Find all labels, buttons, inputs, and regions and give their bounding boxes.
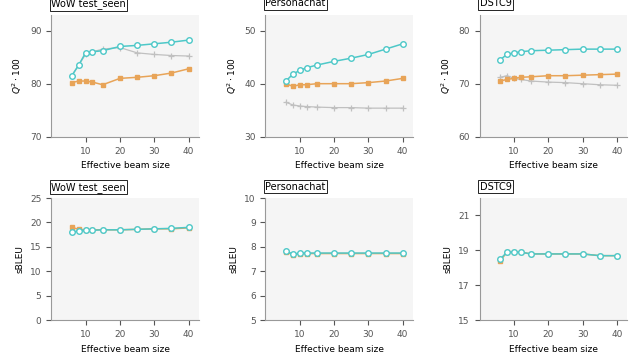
Y-axis label: $Q^2 \cdot 100$: $Q^2 \cdot 100$ <box>439 57 452 94</box>
X-axis label: Effective beam size: Effective beam size <box>81 161 170 170</box>
Y-axis label: $Q^2 \cdot 100$: $Q^2 \cdot 100$ <box>225 57 239 94</box>
X-axis label: Effective beam size: Effective beam size <box>294 345 384 353</box>
Text: Personachat: Personachat <box>266 0 326 8</box>
Text: Personachat: Personachat <box>266 182 326 192</box>
Text: DSTC9: DSTC9 <box>479 182 511 192</box>
X-axis label: Effective beam size: Effective beam size <box>509 161 598 170</box>
X-axis label: Effective beam size: Effective beam size <box>509 345 598 353</box>
Y-axis label: sBLEU: sBLEU <box>444 245 452 273</box>
Text: WoW test_seen: WoW test_seen <box>51 0 126 9</box>
X-axis label: Effective beam size: Effective beam size <box>294 161 384 170</box>
X-axis label: Effective beam size: Effective beam size <box>81 345 170 353</box>
Text: WoW test_seen: WoW test_seen <box>51 182 126 193</box>
Text: DSTC9: DSTC9 <box>479 0 511 8</box>
Y-axis label: $Q^2 \cdot 100$: $Q^2 \cdot 100$ <box>11 57 24 94</box>
Y-axis label: sBLEU: sBLEU <box>230 245 239 273</box>
Y-axis label: sBLEU: sBLEU <box>15 245 24 273</box>
